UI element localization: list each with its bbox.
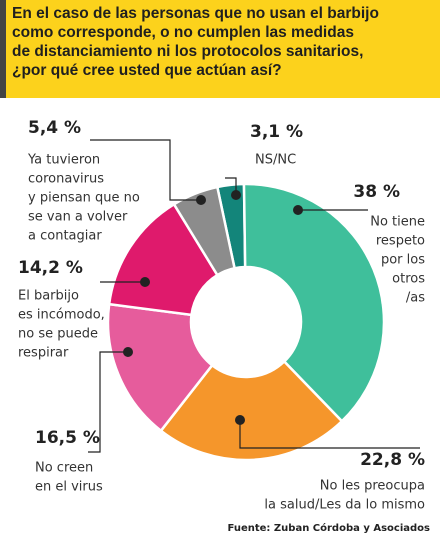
slice [172, 185, 237, 277]
value-label: 3,1 % [250, 122, 303, 142]
slice [106, 302, 214, 433]
labels: 3,1 % NS/NC 38 % No tiene respeto por los otro… [18, 118, 425, 513]
leader [239, 420, 420, 449]
slice [159, 359, 344, 462]
category-label: /as [406, 291, 425, 306]
category-label: No tiene [370, 215, 425, 230]
header-band [0, 0, 440, 98]
category-label: no se puede [18, 327, 98, 342]
category-label: a contagiar [28, 229, 102, 244]
category-label: coronavirus [28, 172, 104, 187]
category-label: se van a volver [28, 210, 128, 225]
value-label: 22,8 % [360, 450, 425, 470]
leader [225, 177, 237, 195]
category-label: por los [381, 253, 425, 268]
title-line: como corresponde, o no cumplen las medid… [12, 24, 354, 41]
donut [106, 182, 386, 462]
category-label: No les preocupa [320, 479, 425, 494]
category-label: es incómodo, [18, 308, 105, 323]
value-label: 5,4 % [28, 118, 81, 138]
dot [196, 195, 206, 205]
category-label: NS/NC [255, 153, 296, 168]
category-label: y piensan que no [28, 191, 140, 206]
title: En el caso de las personas que no usan e… [12, 5, 379, 79]
category-label: la salud/Les da lo mismo [264, 498, 425, 513]
title-line: En el caso de las personas que no usan e… [12, 5, 379, 22]
value-label: 16,5 % [35, 428, 100, 448]
value-label: 38 % [353, 182, 400, 202]
title-line: de distanciamiento ni los protocolos san… [12, 43, 363, 60]
leader [90, 139, 201, 201]
category-label: respirar [18, 346, 69, 361]
dot [231, 190, 241, 200]
dot [140, 277, 150, 287]
leaders [88, 139, 420, 453]
category-label: respeto [376, 234, 425, 249]
dot [293, 205, 303, 215]
category-label: otros [392, 272, 425, 287]
category-label: El barbijo [18, 289, 79, 304]
dot [123, 347, 133, 357]
category-label: Ya tuvieron [27, 153, 100, 168]
slice [242, 182, 386, 423]
source: Fuente: Zuban Córdoba y Asociados [228, 522, 431, 534]
leader [88, 351, 128, 453]
dot [235, 415, 245, 425]
title-question: ¿por qué cree usted que actúan así? [12, 62, 282, 79]
category-label: No creen [35, 461, 93, 476]
header-accent [0, 0, 6, 98]
category-label: en el virus [35, 480, 103, 495]
value-label: 14,2 % [18, 258, 83, 278]
